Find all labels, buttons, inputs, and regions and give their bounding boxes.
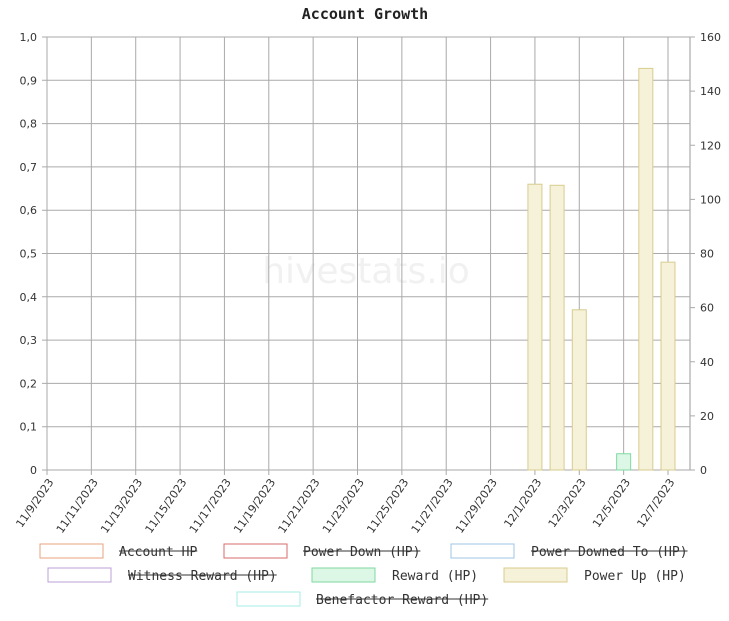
- y-left-tick-label: 0,9: [20, 74, 38, 87]
- bar-power-up-hp: [549, 184, 565, 471]
- chart-title: Account Growth: [302, 5, 428, 23]
- bar-power-up-hp: [660, 261, 676, 471]
- x-tick-label: 12/5/2023: [590, 476, 633, 530]
- legend-label: Benefactor Reward (HP): [316, 593, 488, 608]
- legend-swatch: [223, 543, 288, 559]
- x-tick-label: 11/11/2023: [54, 476, 101, 535]
- legend-item-power-down-hp[interactable]: Power Down (HP): [223, 543, 421, 560]
- y-right-tick-label: 160: [700, 31, 721, 44]
- bar-reward-hp: [616, 453, 632, 471]
- legend-label: Witness Reward (HP): [128, 569, 277, 584]
- x-tick-label: 11/17/2023: [187, 476, 234, 535]
- x-axis: 11/9/202311/11/202311/13/202311/15/20231…: [13, 476, 677, 535]
- legend-item-power-downed-to-hp[interactable]: Power Downed To (HP): [450, 543, 688, 560]
- y-left-tick-label: 0,6: [20, 204, 38, 217]
- legend-item-account-hp[interactable]: Account HP: [39, 543, 197, 560]
- y-left-tick-label: 1,0: [20, 31, 38, 44]
- y-left-tick-label: 0,1: [20, 421, 38, 434]
- x-tick-label: 11/25/2023: [364, 476, 411, 535]
- y-left-tick-label: 0,2: [20, 377, 38, 390]
- x-tick-label: 12/3/2023: [546, 476, 589, 530]
- y-right-tick-label: 40: [700, 356, 714, 369]
- legend-label: Power Down (HP): [303, 545, 420, 560]
- legend-item-benefactor-reward-hp[interactable]: Benefactor Reward (HP): [236, 591, 489, 608]
- legend-swatch: [450, 543, 515, 559]
- watermark: hivestats.io: [262, 251, 470, 292]
- legend-label: Reward (HP): [392, 569, 478, 584]
- y-left-tick-label: 0,4: [20, 291, 38, 304]
- legend-label: Power Up (HP): [584, 569, 686, 584]
- bars: [527, 67, 676, 471]
- y-right-tick-label: 140: [700, 85, 721, 98]
- y-left-tick-label: 0: [30, 464, 37, 477]
- legend-swatch: [39, 543, 104, 559]
- bar-power-up-hp: [571, 309, 587, 471]
- y-right-tick-label: 20: [700, 410, 714, 423]
- x-tick-label: 11/23/2023: [320, 476, 367, 535]
- x-tick-label: 11/27/2023: [409, 476, 456, 535]
- y-right-tick-label: 80: [700, 248, 714, 261]
- y-right-tick-label: 120: [700, 139, 721, 152]
- x-tick-label: 11/9/2023: [13, 476, 56, 530]
- x-tick-label: 11/15/2023: [143, 476, 190, 535]
- bar-power-up-hp: [527, 183, 543, 471]
- y-left-tick-label: 0,7: [20, 161, 38, 174]
- bar-power-up-hp: [638, 67, 654, 471]
- x-tick-label: 12/7/2023: [634, 476, 677, 530]
- x-tick-label: 11/21/2023: [276, 476, 323, 535]
- y-right-tick-label: 0: [700, 464, 707, 477]
- legend-label: Account HP: [119, 545, 197, 560]
- legend-label: Power Downed To (HP): [531, 545, 688, 560]
- y-right-tick-label: 60: [700, 302, 714, 315]
- x-tick-label: 11/13/2023: [98, 476, 145, 535]
- legend-item-witness-reward-hp[interactable]: Witness Reward (HP): [47, 567, 277, 584]
- x-tick-label: 12/1/2023: [501, 476, 544, 530]
- y-left-tick-label: 0,8: [20, 118, 38, 131]
- x-tick-label: 11/19/2023: [231, 476, 278, 535]
- left-y-axis: 0 0,1 0,2 0,3 0,4 0,5 0,6 0,7 0,8 0,9 1,0: [20, 31, 38, 477]
- legend-swatch: [503, 567, 568, 583]
- legend-item-power-up-hp[interactable]: Power Up (HP): [503, 567, 686, 584]
- legend-swatch: [236, 591, 301, 607]
- legend[interactable]: Account HP Power Down (HP) Power Downed To…: [39, 543, 688, 608]
- y-right-tick-label: 100: [700, 193, 721, 206]
- x-tick-label: 11/29/2023: [453, 476, 500, 535]
- legend-swatch: [47, 567, 112, 583]
- y-left-tick-label: 0,5: [20, 248, 38, 261]
- legend-swatch: [311, 567, 376, 583]
- right-y-axis: 0 20 40 60 80 100 120 140 160: [690, 31, 721, 477]
- y-left-tick-label: 0,3: [20, 334, 38, 347]
- legend-item-reward-hp[interactable]: Reward (HP): [311, 567, 478, 584]
